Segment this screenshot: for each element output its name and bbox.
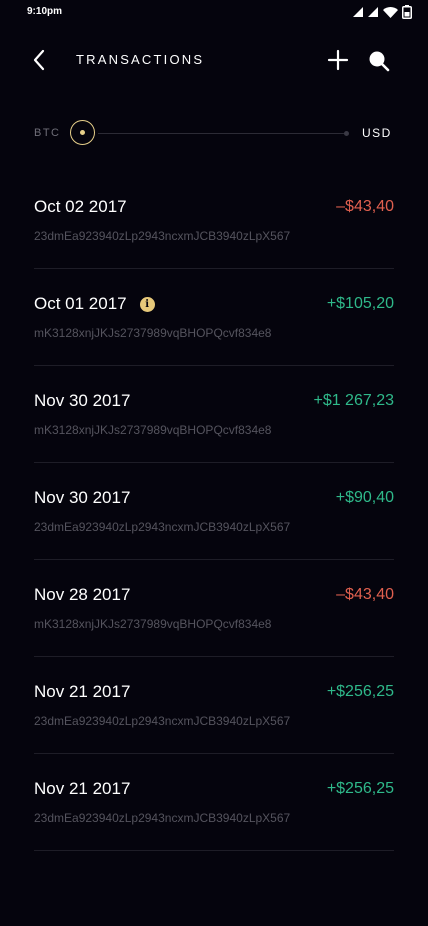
transaction-amount: –$43,40 [336, 586, 394, 603]
toggle-knob[interactable] [70, 120, 95, 145]
transaction-date: Oct 01 2017 i [34, 294, 155, 314]
signal-icon [353, 7, 363, 17]
transaction-hash: 23dmEa923940zLp2943ncxmJCB3940zLpX567 [34, 229, 291, 243]
status-icons [353, 5, 412, 19]
back-button[interactable] [28, 48, 52, 72]
status-time: 9:10pm [27, 6, 63, 17]
toggle-track-end [344, 131, 349, 136]
transaction-row[interactable]: Nov 30 2017 +$90,40 23dmEa923940zLp2943n… [34, 463, 394, 560]
transaction-amount: –$43,40 [336, 198, 394, 215]
wifi-icon [383, 6, 398, 18]
transaction-amount: +$256,25 [326, 780, 394, 797]
transaction-amount: +$90,40 [335, 489, 394, 506]
transaction-hash: mK3128xnjJKJs2737989vqBHOPQcvf834e8 [34, 326, 272, 340]
add-transaction-button[interactable] [326, 48, 350, 72]
currency-left-label: BTC [34, 127, 61, 139]
transaction-hash: 23dmEa923940zLp2943ncxmJCB3940zLpX567 [34, 811, 291, 825]
transaction-date: Nov 21 2017 [34, 779, 131, 798]
transaction-hash: mK3128xnjJKJs2737989vqBHOPQcvf834e8 [34, 617, 272, 631]
transaction-amount: +$105,20 [326, 295, 394, 312]
transaction-row[interactable]: Oct 01 2017 i +$105,20 mK3128xnjJKJs2737… [34, 269, 394, 366]
transaction-date: Nov 21 2017 [34, 682, 131, 701]
search-button[interactable] [366, 48, 392, 74]
plus-icon [327, 49, 349, 71]
transaction-row[interactable]: Nov 21 2017 +$256,25 23dmEa923940zLp2943… [34, 657, 394, 754]
transaction-amount: +$256,25 [326, 683, 394, 700]
signal-icon [368, 7, 378, 17]
transaction-date: Nov 30 2017 [34, 488, 131, 507]
battery-icon [402, 5, 412, 19]
currency-right-label: USD [362, 126, 392, 140]
info-icon[interactable]: i [139, 296, 155, 312]
transaction-row[interactable]: Oct 02 2017 –$43,40 23dmEa923940zLp2943n… [34, 172, 394, 269]
chevron-left-icon [33, 49, 45, 71]
transaction-amount: +$1 267,23 [313, 392, 394, 409]
transaction-date: Nov 28 2017 [34, 585, 131, 604]
transaction-row[interactable]: Nov 28 2017 –$43,40 mK3128xnjJKJs2737989… [34, 560, 394, 657]
search-icon [369, 51, 390, 72]
toggle-track [98, 133, 346, 134]
transaction-date: Oct 02 2017 [34, 197, 127, 216]
transaction-row[interactable]: Nov 30 2017 +$1 267,23 mK3128xnjJKJs2737… [34, 366, 394, 463]
transaction-hash: 23dmEa923940zLp2943ncxmJCB3940zLpX567 [34, 520, 291, 534]
transaction-list: Oct 02 2017 –$43,40 23dmEa923940zLp2943n… [34, 172, 394, 851]
transaction-row[interactable]: Nov 21 2017 +$256,25 23dmEa923940zLp2943… [34, 754, 394, 851]
transaction-hash: mK3128xnjJKJs2737989vqBHOPQcvf834e8 [34, 423, 272, 437]
transaction-date: Nov 30 2017 [34, 391, 131, 410]
transaction-hash: 23dmEa923940zLp2943ncxmJCB3940zLpX567 [34, 714, 291, 728]
status-bar: 9:10pm [0, 0, 428, 24]
header: TRANSACTIONS [0, 40, 428, 80]
currency-toggle[interactable]: BTC USD [0, 118, 428, 150]
page-title: TRANSACTIONS [76, 52, 205, 67]
